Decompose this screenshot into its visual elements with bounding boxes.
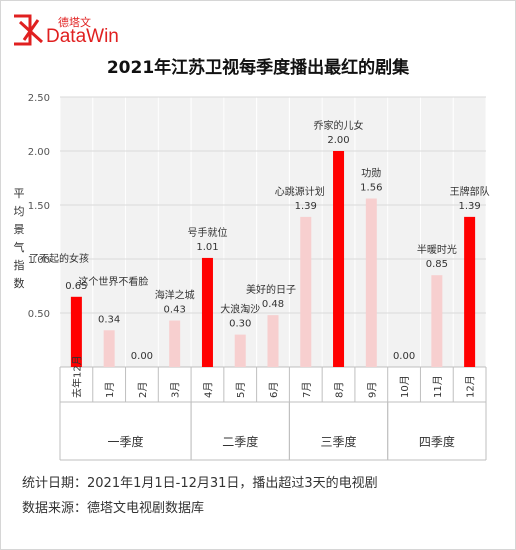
x-tick-label: 去年12月 <box>70 355 83 398</box>
drama-name-label: 心跳源计划 <box>275 185 325 198</box>
y-axis-label: 平均景气指数 <box>13 187 25 290</box>
x-tick-label: 6月 <box>268 382 280 398</box>
x-tick-label: 3月 <box>170 382 182 398</box>
bar <box>201 257 213 367</box>
y-tick-label: 1.00 <box>28 255 50 266</box>
drama-name-label: 美好的日子 <box>246 283 296 296</box>
data-label: 0.65 <box>65 281 87 292</box>
datawin-logo-icon <box>14 14 44 46</box>
data-label: 0.00 <box>393 351 415 362</box>
y-tick-label: 2.50 <box>28 93 50 104</box>
quarter-label: 三季度 <box>321 434 357 449</box>
x-tick-label: 1月 <box>104 382 116 398</box>
brand-name-cn: 德塔文 <box>58 16 91 29</box>
drama-name-label: 半暖时光 <box>417 243 457 256</box>
y-tick-label: 2.00 <box>28 147 50 158</box>
bar <box>234 334 246 367</box>
drama-name-label: 了不起的女孩 <box>29 252 89 265</box>
data-label: 1.39 <box>295 201 317 212</box>
data-label: 1.39 <box>458 201 480 212</box>
bar <box>464 216 476 367</box>
drama-name-label: 这个世界不看脸 <box>78 275 148 288</box>
y-tick-label: 1.50 <box>28 201 50 212</box>
data-label: 0.34 <box>98 314 120 325</box>
drama-name-label: 功勋 <box>361 167 381 180</box>
x-tick-label: 8月 <box>334 382 346 398</box>
bar <box>70 296 82 367</box>
data-label: 1.56 <box>360 183 382 194</box>
bar <box>103 330 115 367</box>
brand-name-en: DataWin <box>46 26 119 47</box>
bar <box>431 275 443 367</box>
x-tick-label: 7月 <box>301 382 313 398</box>
x-tick-label: 5月 <box>235 382 247 398</box>
y-tick-label: 0.50 <box>28 309 50 320</box>
logo-cross-shape <box>18 19 44 44</box>
data-label: 0.00 <box>131 351 153 362</box>
drama-name-label: 大浪淘沙 <box>220 303 260 316</box>
quarter-label: 一季度 <box>108 434 144 449</box>
data-label: 0.85 <box>426 259 448 270</box>
x-tick-label: 10月 <box>399 375 411 398</box>
bar <box>169 320 181 367</box>
x-tick-label: 4月 <box>202 382 214 398</box>
bar <box>333 151 345 367</box>
x-tick-label: 11月 <box>432 375 444 398</box>
x-tick-label: 2月 <box>137 382 149 398</box>
drama-name-label: 王牌部队 <box>450 185 490 198</box>
x-tick-label: 12月 <box>465 375 477 398</box>
data-label: 0.30 <box>229 319 251 330</box>
drama-name-label: 号手就位 <box>187 226 227 239</box>
drama-name-label: 海洋之城 <box>155 289 195 302</box>
footer-source: 数据来源：德塔文电视剧数据库 <box>22 501 205 516</box>
chart-title: 2021年江苏卫视每季度播出最红的剧集 <box>106 58 410 78</box>
data-label: 0.48 <box>262 299 284 310</box>
bar <box>365 198 377 367</box>
footer-stat-date: 统计日期：2021年1月1日-12月31日，播出超过3天的电视剧 <box>22 476 378 491</box>
drama-name-label: 乔家的儿女 <box>314 119 364 132</box>
quarter-label: 二季度 <box>222 434 258 449</box>
bar <box>300 216 312 367</box>
x-tick-label: 9月 <box>366 382 378 398</box>
bar <box>267 315 279 367</box>
bar-chart: 0.50 1.00 1.50 2.00 2.50 一季度 二季度 三季度 四季度 0.65 了不起的… <box>28 93 490 461</box>
data-label: 2.00 <box>327 135 349 146</box>
quarter-label: 四季度 <box>419 434 455 449</box>
data-label: 1.01 <box>196 242 218 253</box>
data-label: 0.43 <box>164 305 186 316</box>
